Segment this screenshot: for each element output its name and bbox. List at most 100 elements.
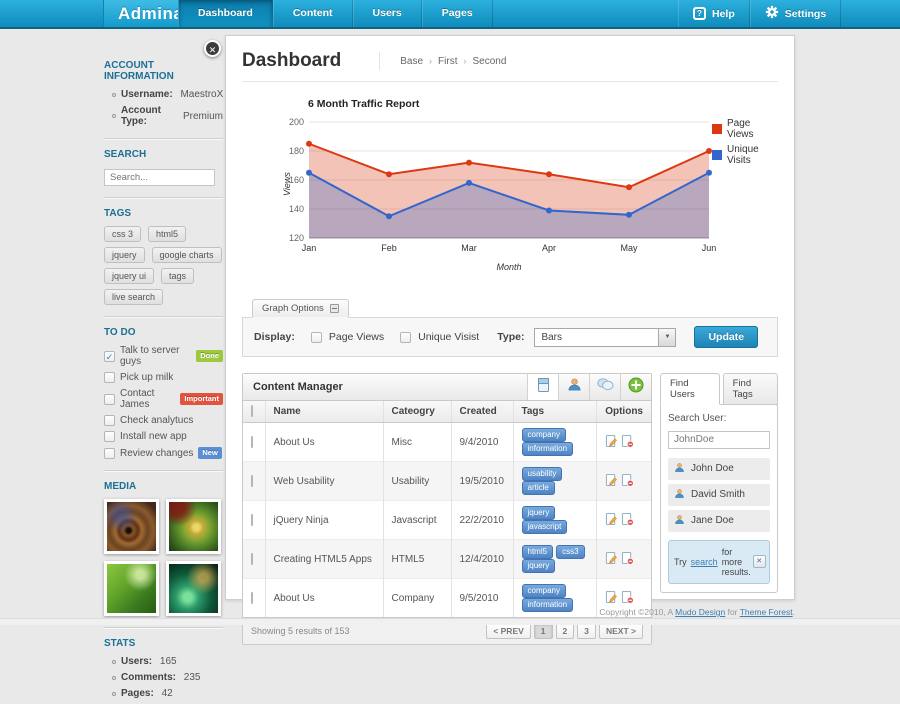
delete-page-icon[interactable]	[621, 473, 635, 490]
row-checkbox-cell	[243, 539, 265, 579]
todo-checkbox[interactable]: ✓	[104, 350, 115, 362]
next-page-button[interactable]: NEXT >	[599, 623, 643, 639]
tab-find-users[interactable]: Find Users	[660, 373, 720, 405]
tag-pill[interactable]: html5	[148, 226, 187, 242]
comments-icon	[596, 377, 614, 397]
cell-name: About Us	[264, 422, 383, 462]
note-close-icon[interactable]: ✕	[752, 555, 766, 568]
edit-page-icon[interactable]	[605, 590, 618, 607]
row-tag[interactable]: usability	[521, 467, 563, 481]
row-checkbox[interactable]	[251, 474, 253, 487]
nav-item-users[interactable]: Users	[352, 0, 422, 27]
tag-pill[interactable]: jquery	[104, 247, 145, 263]
account-info-list: Username: MaestroX Account Type: Premium	[104, 89, 223, 127]
todo-checkbox[interactable]	[104, 393, 115, 405]
fractal-thumbnail-3[interactable]	[104, 561, 159, 616]
find-user-input[interactable]	[668, 430, 770, 449]
row-tag[interactable]: article	[521, 481, 555, 495]
page-number-button[interactable]: 1	[533, 623, 553, 639]
content-table: Name Cateogry Created Tags Options About Us M…	[243, 401, 651, 617]
todo-checkbox[interactable]	[104, 415, 115, 426]
delete-page-icon[interactable]	[621, 590, 635, 607]
tag-pill[interactable]: jquery ui	[104, 268, 155, 284]
todo-checkbox[interactable]	[104, 431, 115, 442]
edit-page-icon[interactable]	[605, 512, 618, 529]
account-item: Account Type: Premium	[112, 105, 223, 127]
stat-label: Pages:	[121, 688, 154, 699]
todo-checkbox[interactable]	[104, 372, 115, 383]
tag-pill[interactable]: tags	[161, 268, 195, 284]
stat-item: Comments: 235	[112, 672, 223, 683]
row-checkbox[interactable]	[251, 435, 253, 448]
graph-options-tab[interactable]: Graph Options	[252, 299, 349, 318]
tag-pill[interactable]: css 3	[104, 226, 142, 242]
breadcrumb-item[interactable]: First	[438, 55, 458, 67]
row-tag[interactable]: information	[521, 598, 574, 612]
todo-item: ✓ Talk to server guys Done	[104, 345, 223, 367]
comments-tab-button[interactable]	[589, 374, 620, 400]
row-tag[interactable]: company	[521, 428, 566, 442]
user-list-item[interactable]: David Smith	[668, 483, 770, 506]
edit-page-icon[interactable]	[605, 434, 618, 451]
nav-item-content[interactable]: Content	[272, 0, 353, 27]
edit-page-icon[interactable]	[605, 551, 618, 568]
search-link[interactable]: search	[690, 556, 718, 567]
cell-options	[596, 461, 651, 501]
tab-find-tags[interactable]: Find Tags	[722, 373, 778, 405]
pagination: < PREV 1 2 3 NEXT >	[486, 623, 643, 639]
table-row: jQuery Ninja Javascript 22/2/2010 jqueryjav…	[243, 500, 651, 540]
breadcrumb-separator: ›	[429, 56, 433, 66]
collapse-icon	[329, 304, 339, 313]
row-tag[interactable]: jquery	[521, 506, 556, 520]
close-panel-button[interactable]: ✕	[204, 40, 221, 57]
design-credit-link[interactable]: Mudo Design	[675, 607, 726, 617]
search-user-label: Search User:	[668, 413, 727, 424]
row-tag[interactable]: jquery	[521, 559, 556, 573]
row-tag[interactable]: information	[521, 442, 574, 456]
marketplace-link[interactable]: Theme Forest	[739, 607, 793, 617]
user-list-item[interactable]: John Doe	[668, 457, 770, 480]
fractal-thumbnail-1[interactable]	[104, 499, 159, 554]
row-tag[interactable]: css3	[556, 545, 585, 559]
update-button[interactable]: Update	[694, 326, 759, 348]
row-checkbox[interactable]	[251, 591, 253, 604]
breadcrumb-item[interactable]: Base	[400, 55, 424, 67]
row-checkbox[interactable]	[251, 513, 253, 526]
add-item-button[interactable]	[620, 374, 651, 400]
search-input[interactable]	[104, 169, 215, 186]
row-tag[interactable]: javascript	[521, 520, 568, 534]
account-label: Account Type:	[121, 105, 161, 127]
user-icon	[674, 514, 685, 528]
prev-page-button[interactable]: < PREV	[486, 623, 531, 639]
unique-visits-checkbox[interactable]	[400, 331, 412, 343]
tag-pill[interactable]: google charts	[151, 247, 222, 263]
nav-item-dashboard[interactable]: Dashboard	[178, 0, 273, 27]
breadcrumb-item[interactable]: Second	[472, 55, 507, 67]
delete-page-icon[interactable]	[621, 434, 635, 451]
chart-type-select[interactable]: Bars ▼	[534, 327, 677, 347]
cell-options	[596, 422, 651, 462]
edit-page-icon[interactable]	[605, 473, 618, 490]
select-all-checkbox[interactable]	[251, 405, 253, 417]
row-tag[interactable]: company	[521, 584, 566, 598]
page-number-button[interactable]: 2	[555, 623, 575, 639]
user-list-item[interactable]: Jane Doe	[668, 509, 770, 532]
cell-created: 9/5/2010	[450, 578, 513, 617]
page-number-button[interactable]: 3	[577, 623, 596, 639]
fractal-thumbnail-2[interactable]	[166, 499, 221, 554]
help-button[interactable]: ? Help	[678, 0, 750, 27]
todo-checkbox[interactable]	[104, 447, 115, 459]
legend-label: Page Views	[727, 118, 754, 140]
row-checkbox[interactable]	[251, 552, 253, 565]
page-views-checkbox[interactable]	[310, 331, 322, 343]
row-tag[interactable]: html5	[521, 545, 554, 559]
delete-page-icon[interactable]	[621, 551, 635, 568]
find-users-widget: Find Users Find Tags Search User: John Do…	[660, 373, 778, 645]
delete-page-icon[interactable]	[621, 512, 635, 529]
tag-pill[interactable]: live search	[104, 289, 164, 305]
documents-tab-button[interactable]	[527, 374, 558, 400]
fractal-thumbnail-4[interactable]	[166, 561, 221, 616]
settings-button[interactable]: Settings	[749, 0, 842, 27]
users-tab-button[interactable]	[558, 374, 589, 400]
nav-item-pages[interactable]: Pages	[421, 0, 493, 27]
